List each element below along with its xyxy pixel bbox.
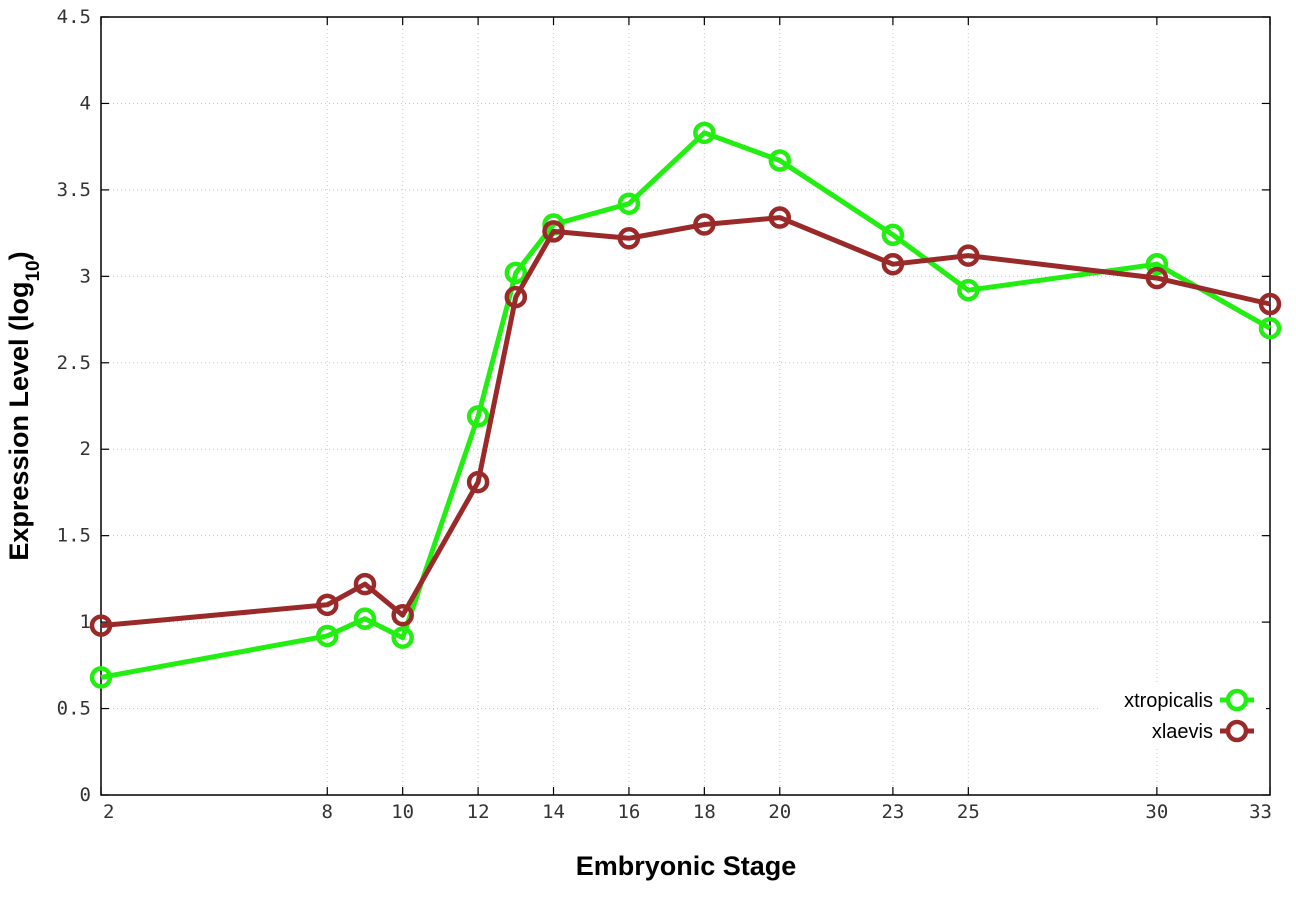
legend-entry-xtropicalis: xtropicalis — [1124, 688, 1254, 712]
x-tick-label: 8 — [322, 801, 333, 823]
data-point-xtropicalis — [957, 278, 980, 302]
x-axis-title: Embryonic Stage — [576, 851, 797, 881]
data-point-xlaevis — [391, 603, 414, 627]
legend-label: xtropicalis — [1124, 690, 1213, 712]
y-tick-label: 3.5 — [57, 179, 91, 201]
data-point-xlaevis — [466, 470, 490, 494]
legend-marker — [1225, 688, 1249, 712]
data-point-xtropicalis — [1145, 252, 1169, 276]
axis-ticks: 0 0.5 1 1.5 2 2.5 3 3.5 4 4.5 2 8 10 12 14 16 18 20 23 25 30… — [57, 6, 1272, 823]
x-tick-label: 20 — [768, 801, 791, 823]
data-point-xtropicalis — [89, 666, 113, 689]
y-axis-title-subscript: 10 — [23, 260, 44, 281]
data-point-xtropicalis — [768, 149, 792, 172]
data-point-xlaevis — [504, 285, 528, 309]
data-point-xlaevis — [768, 206, 792, 229]
series-group — [89, 121, 1282, 689]
y-tick-label: 0.5 — [57, 698, 91, 720]
series-line-xlaevis — [100, 215, 1271, 629]
data-point-xlaevis — [542, 220, 565, 243]
data-point-xlaevis — [693, 213, 716, 236]
x-tick-label: 2 — [103, 801, 114, 823]
x-tick-label: 14 — [542, 801, 565, 823]
legend-entry-xlaevis: xlaevis — [1152, 719, 1254, 743]
data-point-xtropicalis — [617, 192, 641, 215]
y-tick-label: 1.5 — [57, 525, 91, 547]
data-point-xtropicalis — [1258, 316, 1282, 340]
x-tick-label: 12 — [467, 801, 490, 823]
data-point-xtropicalis — [504, 261, 528, 285]
data-point-xtropicalis — [466, 405, 490, 428]
y-axis-title-close: ) — [4, 251, 34, 260]
data-point-xlaevis — [881, 252, 905, 276]
y-tick-label: 3 — [80, 265, 91, 287]
y-tick-label: 2 — [80, 438, 91, 460]
y-tick-label: 1 — [80, 611, 91, 633]
x-tick-label: 23 — [881, 801, 904, 823]
legend-marker — [1225, 719, 1249, 743]
legend: xtropicalis xlaevis — [1098, 683, 1266, 747]
y-tick-label: 2.5 — [57, 352, 91, 374]
data-point-xlaevis — [89, 614, 113, 637]
y-tick-label: 0 — [80, 784, 91, 806]
series-xlaevis — [89, 206, 1282, 637]
data-point-xtropicalis — [316, 624, 339, 648]
data-point-xtropicalis — [693, 121, 716, 145]
data-point-xlaevis — [1258, 292, 1282, 316]
plot-frame — [100, 16, 1271, 796]
x-tick-label: 16 — [617, 801, 640, 823]
y-tick-label: 4 — [80, 92, 91, 114]
data-point-xtropicalis — [881, 223, 905, 247]
grid — [101, 17, 1270, 795]
x-tick-label: 30 — [1145, 801, 1168, 823]
x-tick-label: 33 — [1249, 801, 1272, 823]
x-tick-label: 18 — [693, 801, 716, 823]
legend-label: xlaevis — [1152, 721, 1213, 743]
x-tick-label: 10 — [391, 801, 414, 823]
data-point-xtropicalis — [391, 626, 414, 649]
data-point-xlaevis — [1145, 266, 1169, 290]
y-tick-label: 4.5 — [57, 6, 91, 28]
y-axis-title: Expression Level (log10) — [4, 251, 44, 560]
data-point-xlaevis — [617, 227, 641, 250]
y-axis-title-main: Expression Level (log — [4, 282, 34, 561]
x-tick-label: 25 — [957, 801, 980, 823]
data-point-xlaevis — [957, 244, 980, 267]
data-point-xlaevis — [353, 572, 377, 596]
data-point-xtropicalis — [353, 607, 377, 630]
data-point-xlaevis — [316, 593, 339, 617]
series-line-xtropicalis — [100, 130, 1272, 680]
series-xtropicalis — [89, 121, 1282, 689]
